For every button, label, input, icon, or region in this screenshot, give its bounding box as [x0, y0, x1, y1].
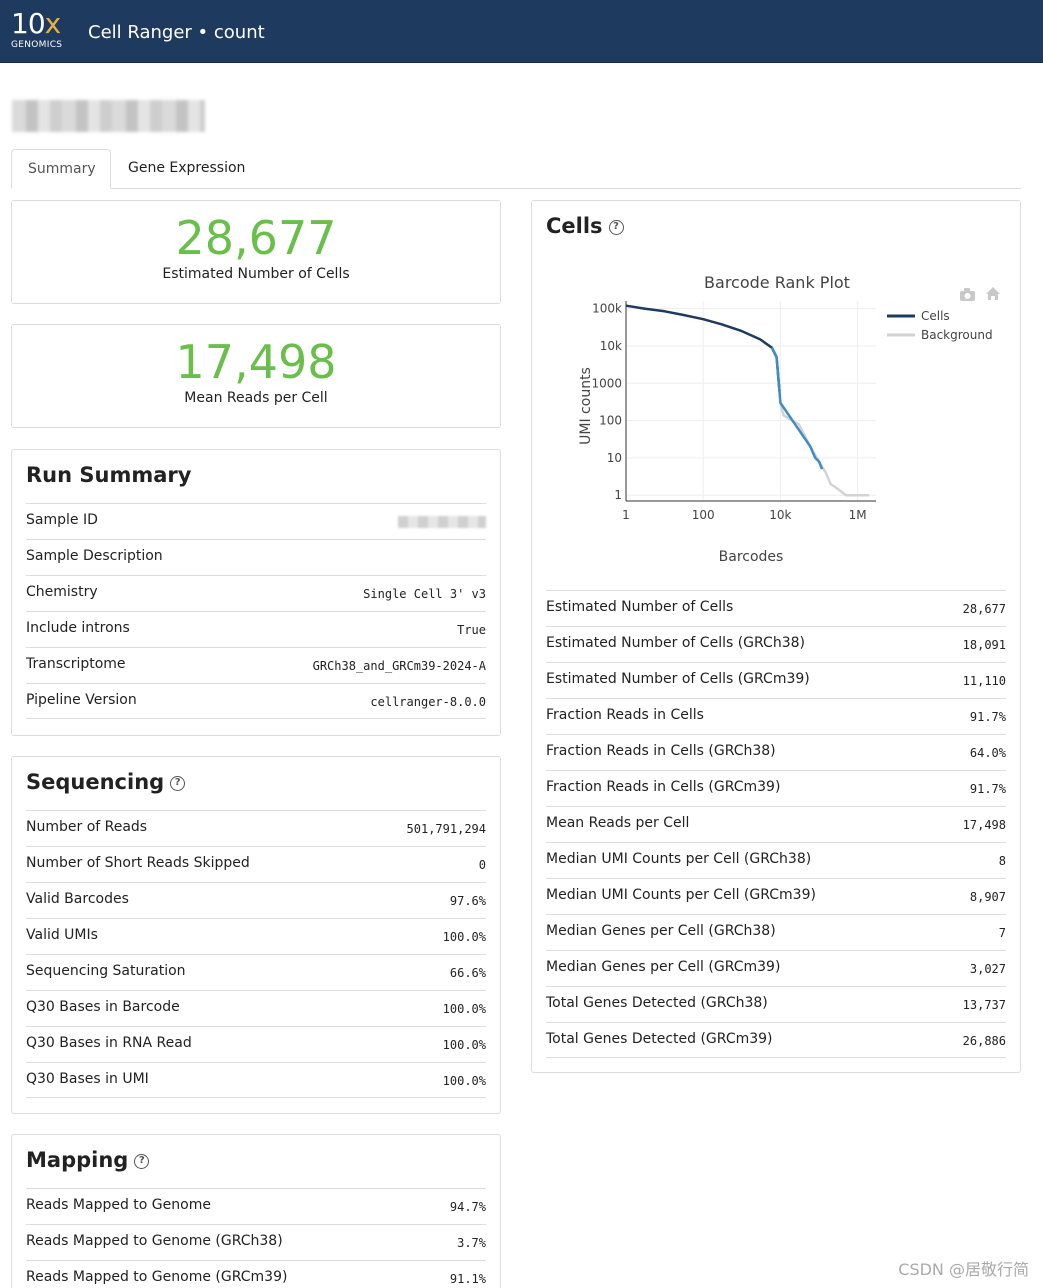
camera-icon[interactable]	[960, 288, 975, 301]
sample-name-redacted	[12, 100, 205, 132]
estimated-cells-label: Estimated Number of Cells	[162, 266, 350, 282]
series-line-mixed	[770, 347, 824, 470]
sequencing-table: Number of Reads 501,791,294 Number of Sho…	[26, 810, 486, 1098]
x-tick-label: 1	[622, 508, 630, 522]
table-row: Sequencing Saturation 66.6%	[26, 954, 486, 990]
cells-card: Cells? Barcode Rank Plot 1 100 10k 1M 1 10 100…	[531, 200, 1021, 1073]
table-row: Fraction Reads in Cells (GRCh38) 64.0%	[546, 734, 1006, 770]
10x-genomics-logo[interactable]: 10x GENOMICS	[11, 7, 63, 51]
run-summary-card: Run Summary Sample ID Sample Description…	[11, 449, 501, 736]
legend-background: Background	[921, 328, 993, 342]
y-tick-label: 1	[614, 488, 622, 502]
table-row: Reads Mapped to Genome (GRCh38) 3.7%	[26, 1224, 486, 1260]
table-row: Fraction Reads in Cells 91.7%	[546, 698, 1006, 734]
sequencing-card: Sequencing? Number of Reads 501,791,294 N…	[11, 756, 501, 1114]
chart-series	[625, 304, 870, 497]
table-row: Total Genes Detected (GRCm39) 26,886	[546, 1022, 1006, 1058]
help-icon[interactable]: ?	[134, 1153, 150, 1169]
run-summary-title: Run Summary	[26, 463, 192, 487]
table-row: Reads Mapped to Genome (GRCm39) 91.1%	[26, 1260, 486, 1288]
help-icon[interactable]: ?	[608, 219, 624, 235]
table-row: Total Genes Detected (GRCh38) 13,737	[546, 986, 1006, 1022]
table-row: Median UMI Counts per Cell (GRCh38) 8	[546, 842, 1006, 878]
y-tick-label: 10	[607, 451, 622, 465]
help-icon[interactable]: ?	[170, 775, 186, 791]
cells-title: Cells?	[546, 214, 624, 238]
y-tick-label: 100k	[592, 302, 622, 316]
tab-gene-expression[interactable]: Gene Expression	[128, 160, 246, 176]
y-tick-label: 10k	[600, 339, 622, 353]
tab-bar: Summary Gene Expression	[11, 149, 1021, 189]
table-row: Sample Description	[26, 539, 486, 575]
table-row: Number of Short Reads Skipped 0	[26, 846, 486, 882]
table-row: Valid UMIs 100.0%	[26, 918, 486, 954]
table-row: Reads Mapped to Genome 94.7%	[26, 1188, 486, 1224]
sequencing-title: Sequencing?	[26, 770, 186, 794]
x-axis-label: Barcodes	[719, 549, 784, 565]
table-row: Chemistry Single Cell 3' v3	[26, 575, 486, 611]
mean-reads-card: 17,498 Mean Reads per Cell	[11, 324, 501, 428]
run-summary-table: Sample ID Sample Description Chemistry Si…	[26, 503, 486, 719]
table-row: Estimated Number of Cells 28,677	[546, 590, 1006, 626]
x-tick-label: 1M	[849, 508, 867, 522]
chart-grid	[625, 301, 876, 501]
mean-reads-value: 17,498	[175, 335, 337, 389]
table-row: Include introns True	[26, 611, 486, 647]
table-row: Median UMI Counts per Cell (GRCm39) 8,907	[546, 878, 1006, 914]
chart-legend: Cells Background	[887, 309, 993, 342]
chart-axes: 1 100 10k 1M 1 10 100 1000 10k 100k	[591, 301, 876, 522]
barcode-rank-plot: Barcode Rank Plot 1 100 10k 1M 1 10 100 1000 10k…	[578, 273, 1000, 565]
table-row: Sample ID	[26, 503, 486, 539]
chart-title: Barcode Rank Plot	[704, 273, 850, 292]
app-title: Cell Ranger • count	[88, 22, 265, 43]
y-tick-label: 1000	[591, 376, 622, 390]
table-row: Median Genes per Cell (GRCh38) 7	[546, 914, 1006, 950]
top-bar: 10x GENOMICS Cell Ranger • count	[0, 0, 1043, 63]
table-row: Estimated Number of Cells (GRCm39) 11,110	[546, 662, 1006, 698]
x-tick-label: 100	[692, 508, 715, 522]
estimated-cells-card: 28,677 Estimated Number of Cells	[11, 200, 501, 304]
table-row: Fraction Reads in Cells (GRCm39) 91.7%	[546, 770, 1006, 806]
mapping-title: Mapping?	[26, 1148, 150, 1172]
estimated-cells-value: 28,677	[175, 211, 337, 265]
series-line-background	[779, 402, 870, 497]
home-icon[interactable]	[986, 287, 1000, 300]
table-row: Transcriptome GRCh38_and_GRCm39-2024-A	[26, 647, 486, 683]
cells-table: Estimated Number of Cells 28,677 Estimate…	[546, 590, 1006, 1058]
table-row: Q30 Bases in UMI 100.0%	[26, 1062, 486, 1098]
table-row: Median Genes per Cell (GRCm39) 3,027	[546, 950, 1006, 986]
mapping-card: Mapping? Reads Mapped to Genome 94.7% Rea…	[11, 1134, 501, 1288]
table-row: Valid Barcodes 97.6%	[26, 882, 486, 918]
mapping-table: Reads Mapped to Genome 94.7% Reads Mapped…	[26, 1188, 486, 1288]
table-row: Pipeline Version cellranger-8.0.0	[26, 683, 486, 719]
tab-summary[interactable]: Summary	[11, 149, 111, 189]
watermark: CSDN @居敬行简	[898, 1260, 1029, 1279]
table-row: Q30 Bases in Barcode 100.0%	[26, 990, 486, 1026]
mean-reads-label: Mean Reads per Cell	[184, 390, 328, 406]
y-tick-label: 100	[599, 414, 622, 428]
legend-cells: Cells	[921, 309, 950, 323]
x-tick-label: 10k	[769, 508, 791, 522]
sample-id-redacted	[398, 516, 486, 528]
table-row: Number of Reads 501,791,294	[26, 810, 486, 846]
table-row: Estimated Number of Cells (GRCh38) 18,091	[546, 626, 1006, 662]
table-row: Mean Reads per Cell 17,498	[546, 806, 1006, 842]
y-axis-label: UMI counts	[578, 367, 594, 445]
table-row: Q30 Bases in RNA Read 100.0%	[26, 1026, 486, 1062]
